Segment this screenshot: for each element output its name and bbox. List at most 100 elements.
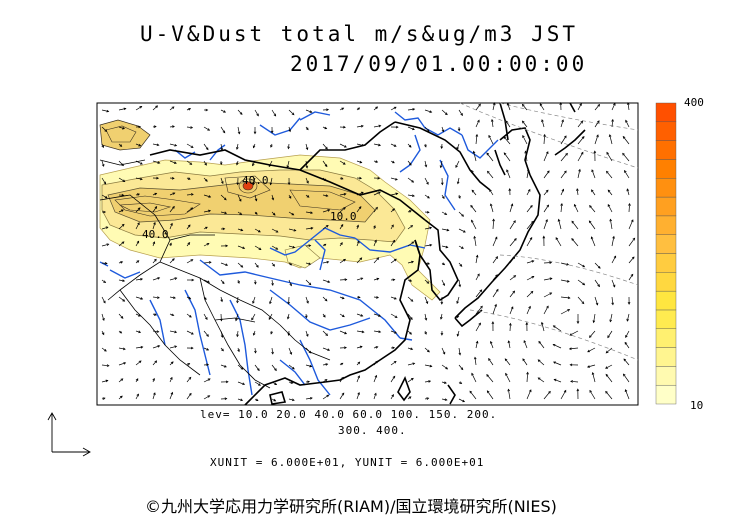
wind-arrow-head	[275, 230, 279, 233]
wind-arrow	[135, 241, 140, 247]
wind-arrow-head	[442, 283, 446, 287]
wind-arrow-head	[359, 160, 363, 164]
wind-arrow	[543, 305, 549, 315]
wind-arrow-head	[123, 362, 127, 365]
wind-arrow-head	[589, 389, 592, 393]
wind-arrow-head	[410, 299, 414, 302]
wind-arrow	[203, 243, 210, 247]
wind-arrow-head	[137, 222, 140, 225]
wind-arrow-head	[242, 382, 246, 386]
wind-arrow	[118, 347, 126, 350]
wind-arrow-head	[136, 240, 140, 244]
wind-arrow-head	[524, 150, 527, 154]
wind-arrow-head	[106, 243, 110, 246]
wind-arrow-head	[360, 314, 364, 317]
wind-arrow-head	[254, 212, 258, 215]
wind-arrow	[607, 189, 613, 196]
wind-arrow-head	[456, 301, 459, 305]
colorbar-swatch	[655, 272, 677, 292]
wind-arrow-head	[624, 389, 628, 393]
wind-arrow-head	[478, 103, 481, 107]
wind-arrow	[135, 207, 141, 213]
wind-arrow-head	[104, 262, 108, 265]
wind-arrow-head	[488, 357, 491, 361]
wind-arrow-head	[188, 392, 192, 396]
wind-arrow	[390, 394, 394, 400]
wind-arrow-head	[459, 381, 463, 384]
wind-arrow-head	[409, 331, 412, 335]
wind-arrow-head	[154, 205, 158, 209]
wind-arrow	[288, 126, 291, 132]
wind-arrow	[407, 177, 414, 183]
wind-arrow-head	[356, 224, 360, 228]
wind-arrow-head	[121, 193, 125, 197]
wind-arrow-head	[139, 106, 143, 109]
wind-arrow	[407, 160, 412, 166]
wind-arrow	[169, 330, 177, 333]
wind-arrow-head	[105, 226, 109, 230]
wind-arrow-head	[137, 314, 141, 317]
wind-arrow	[522, 120, 528, 128]
wind-arrow-head	[120, 261, 124, 264]
wind-arrow	[488, 135, 494, 145]
wind-arrow	[203, 177, 208, 182]
wind-arrow-head	[486, 390, 490, 394]
wind-arrow-head	[310, 211, 314, 215]
wind-arrow-head	[573, 203, 577, 207]
wind-arrow	[539, 103, 545, 111]
wind-arrow-head	[427, 195, 430, 199]
wind-arrow	[135, 222, 140, 230]
wind-arrow-head	[122, 126, 125, 130]
wind-arrow-head	[526, 168, 530, 172]
wind-arrow	[504, 358, 511, 366]
wind-arrow-head	[325, 146, 328, 150]
wind-arrow-head	[546, 170, 550, 174]
wind-arrow	[373, 240, 377, 247]
wind-arrow-head	[460, 367, 464, 371]
wind-arrow	[628, 237, 635, 247]
wind-arrow-head	[357, 375, 361, 379]
wind-arrow	[390, 193, 398, 196]
wind-arrow-head	[153, 221, 156, 225]
wind-arrow	[118, 313, 124, 319]
wind-arrow	[203, 395, 210, 400]
wind-arrow-head	[473, 356, 477, 360]
wind-arrow	[152, 160, 160, 164]
wind-arrow-head	[549, 277, 553, 281]
wind-arrow	[622, 136, 630, 145]
wind-arrow	[135, 143, 141, 147]
wind-arrow	[441, 364, 448, 370]
wind-arrow-head	[105, 379, 109, 383]
colorbar-swatch	[655, 215, 677, 235]
wind-arrow	[135, 393, 139, 400]
wind-arrow-head	[154, 258, 157, 262]
wind-arrow	[271, 245, 278, 250]
wind-arrow	[339, 392, 345, 400]
wind-arrow-head	[528, 389, 532, 393]
wind-arrow-head	[103, 210, 107, 214]
wind-arrow-head	[508, 188, 512, 191]
wind-arrow-head	[392, 160, 395, 164]
wind-arrow-head	[189, 162, 193, 165]
wind-arrow-head	[223, 364, 227, 368]
wind-arrow	[169, 206, 175, 213]
wind-arrow	[458, 347, 461, 355]
wind-arrow-head	[270, 144, 273, 148]
wind-arrow	[356, 346, 363, 349]
wind-arrow-head	[359, 176, 363, 180]
wind-arrow-head	[495, 288, 499, 292]
wind-arrow-head	[622, 152, 625, 156]
wind-arrow-head	[156, 296, 160, 299]
wind-arrow	[339, 377, 344, 383]
wind-arrow	[152, 345, 160, 349]
wind-arrow	[475, 255, 478, 264]
wind-arrow-head	[220, 335, 224, 338]
wind-arrow	[356, 330, 364, 333]
wind-arrow	[101, 177, 106, 185]
wind-arrow	[339, 160, 346, 165]
wind-arrow-head	[174, 345, 178, 349]
wind-arrow	[611, 255, 617, 264]
wind-arrow-head	[172, 296, 176, 300]
wind-arrow-head	[293, 228, 297, 232]
wind-arrow-head	[458, 284, 462, 288]
